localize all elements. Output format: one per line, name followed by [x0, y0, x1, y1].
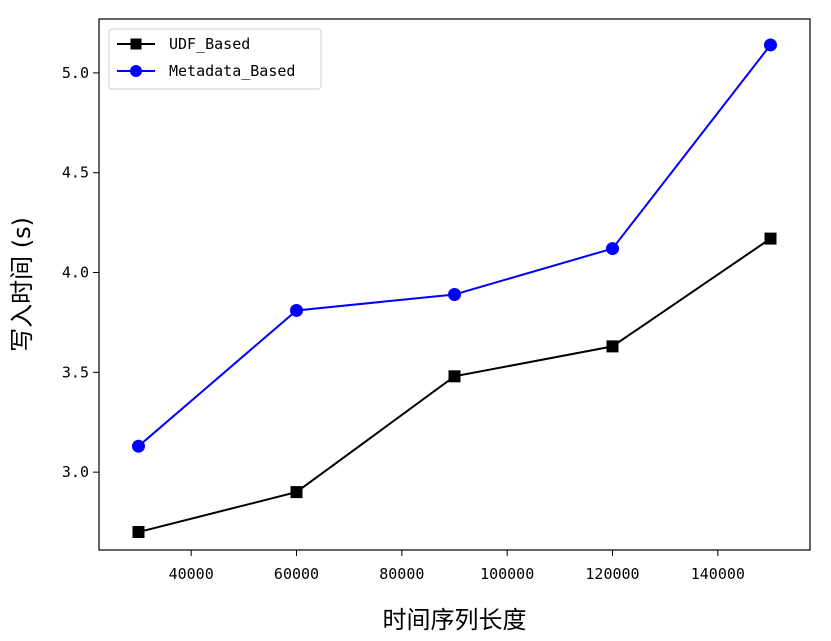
plot-frame — [98, 18, 811, 551]
y-tick-label: 4.5 — [62, 164, 89, 182]
x-tick-label: 100000 — [480, 565, 534, 583]
data-point — [290, 303, 303, 317]
data-point — [764, 38, 777, 52]
series-layer — [132, 38, 777, 539]
x-tick-label: 120000 — [585, 565, 639, 583]
data-point — [132, 439, 145, 453]
x-tick-label: 60000 — [274, 565, 319, 583]
legend-item: UDF_Based — [117, 35, 250, 53]
legend-marker — [130, 38, 142, 50]
x-axis-label: 时间序列长度 — [383, 606, 527, 634]
data-point — [764, 232, 777, 245]
data-point — [606, 340, 619, 353]
legend-label: UDF_Based — [169, 35, 250, 53]
data-point — [448, 287, 461, 301]
legend-marker — [130, 65, 142, 77]
legend-item: Metadata_Based — [117, 62, 295, 80]
y-axis-label: 写入时间 (s) — [8, 217, 36, 352]
x-tick-label: 140000 — [691, 565, 745, 583]
x-tick-label: 80000 — [379, 565, 424, 583]
series-line — [137, 44, 772, 447]
y-tick-label: 3.0 — [62, 463, 89, 481]
legend-box — [108, 28, 322, 90]
legend: UDF_Based Metadata_Based — [108, 28, 322, 90]
data-point — [132, 526, 145, 539]
series-udf-based — [132, 232, 777, 539]
x-axis-ticks: 40000 60000 80000 100000 120000 140000 — [169, 550, 745, 583]
series-line — [138, 237, 772, 534]
y-axis-ticks: 3.0 3.5 4.0 4.5 5.0 — [62, 64, 99, 481]
series-metadata-based — [132, 38, 777, 453]
data-point — [448, 370, 461, 383]
y-tick-label: 4.0 — [62, 264, 89, 282]
legend-label: Metadata_Based — [169, 62, 295, 80]
data-point — [290, 486, 303, 499]
y-tick-label: 3.5 — [62, 363, 89, 381]
y-tick-label: 5.0 — [62, 64, 89, 82]
data-point — [606, 242, 619, 256]
x-tick-label: 40000 — [169, 565, 214, 583]
